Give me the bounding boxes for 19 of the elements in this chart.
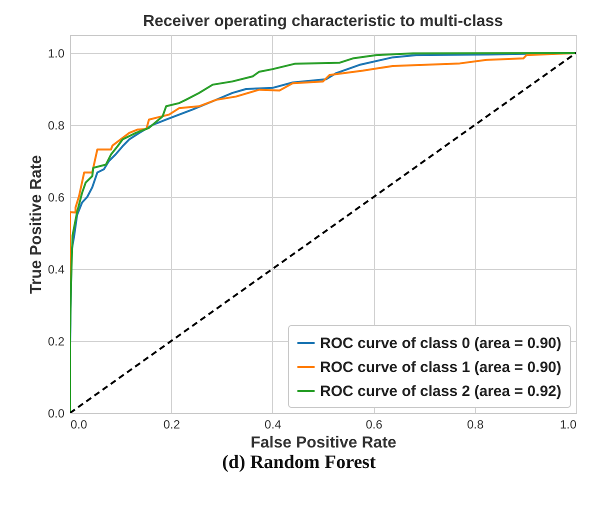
y-tick-label: 0.4 bbox=[48, 262, 65, 276]
x-tick-label: 1.0 bbox=[560, 418, 577, 432]
legend-label: ROC curve of class 0 (area = 0.90) bbox=[320, 335, 562, 352]
text: (d) Random Forest bbox=[221, 452, 377, 474]
legend-label: ROC curve of class 1 (area = 0.90) bbox=[320, 359, 562, 376]
x-tick-label: 0.4 bbox=[264, 418, 282, 432]
y-tick-label: 1.0 bbox=[48, 46, 65, 60]
legend-label: ROC curve of class 2 (area = 0.92) bbox=[320, 383, 562, 400]
x-axis-title: False Positive Rate bbox=[250, 434, 397, 452]
y-tick-label: 0.0 bbox=[48, 406, 65, 420]
x-tick-label: 0.0 bbox=[70, 418, 88, 432]
x-tick-label: 0.8 bbox=[466, 418, 484, 432]
x-tick-label: 0.6 bbox=[366, 418, 383, 432]
chart-title: Receiver operating characteristic to multi-class bbox=[142, 13, 504, 30]
y-tick-label: 0.6 bbox=[48, 190, 65, 204]
x-tick-label: 0.2 bbox=[163, 418, 180, 432]
y-tick-label: 0.2 bbox=[48, 334, 65, 348]
y-tick-label: 0.8 bbox=[48, 118, 65, 132]
y-axis-title: True Positive Rate bbox=[28, 155, 45, 294]
